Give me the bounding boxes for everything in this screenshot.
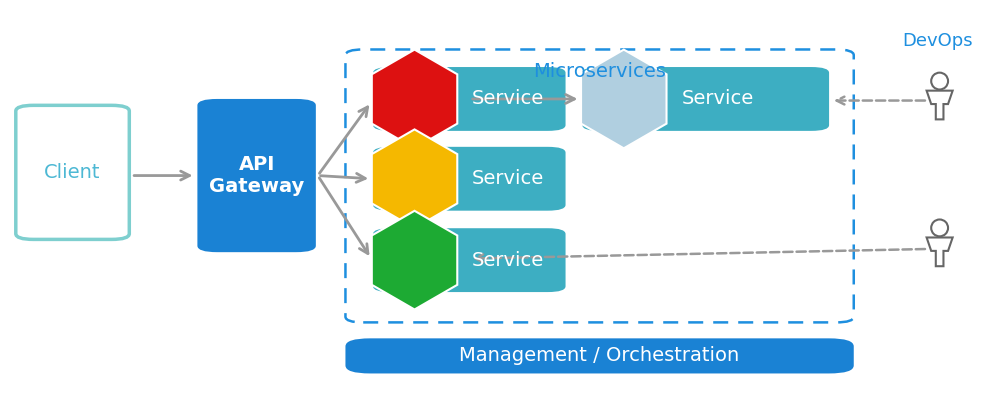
Text: Service: Service bbox=[471, 89, 544, 109]
FancyBboxPatch shape bbox=[373, 228, 565, 292]
FancyBboxPatch shape bbox=[373, 147, 565, 211]
Polygon shape bbox=[372, 129, 457, 228]
Text: Management / Orchestration: Management / Orchestration bbox=[459, 346, 739, 365]
Text: Service: Service bbox=[680, 89, 753, 109]
Text: DevOps: DevOps bbox=[901, 32, 972, 51]
Text: Client: Client bbox=[44, 163, 101, 182]
Polygon shape bbox=[581, 49, 666, 148]
Polygon shape bbox=[372, 211, 457, 310]
FancyBboxPatch shape bbox=[16, 105, 129, 239]
FancyBboxPatch shape bbox=[582, 67, 828, 131]
Text: Service: Service bbox=[471, 169, 544, 188]
FancyBboxPatch shape bbox=[345, 338, 853, 373]
Text: Service: Service bbox=[471, 251, 544, 270]
FancyBboxPatch shape bbox=[197, 99, 316, 252]
Text: API
Gateway: API Gateway bbox=[209, 155, 304, 196]
FancyBboxPatch shape bbox=[373, 67, 565, 131]
Polygon shape bbox=[372, 49, 457, 148]
Text: Microservices: Microservices bbox=[532, 62, 666, 81]
